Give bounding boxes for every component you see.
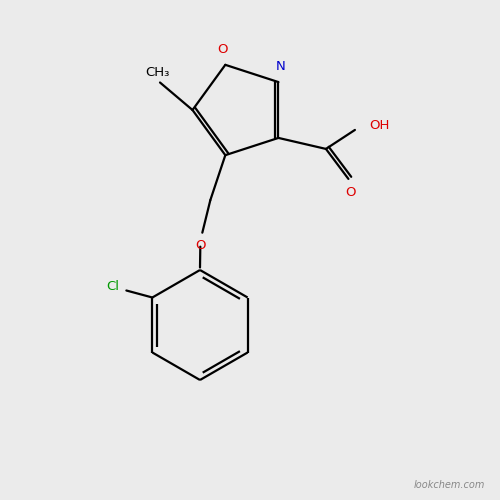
- Text: CH₃: CH₃: [146, 66, 170, 78]
- Text: O: O: [345, 186, 356, 200]
- Text: N: N: [276, 60, 286, 73]
- Text: Cl: Cl: [106, 280, 119, 292]
- Text: OH: OH: [369, 120, 390, 132]
- Text: O: O: [195, 238, 205, 252]
- Text: O: O: [218, 43, 228, 56]
- Text: lookchem.com: lookchem.com: [414, 480, 485, 490]
